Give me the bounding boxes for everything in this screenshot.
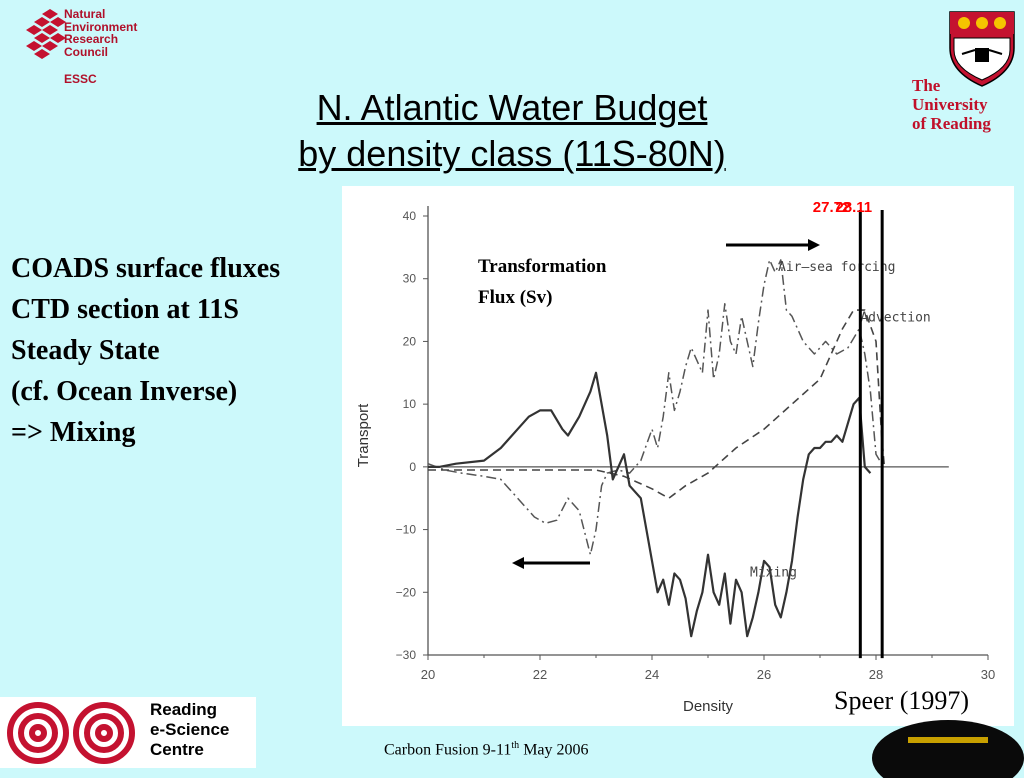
resc-line: e-Science xyxy=(150,720,229,740)
y-tick-label: −30 xyxy=(396,648,417,662)
bullet-item: (cf. Ocean Inverse) xyxy=(11,371,280,412)
series-label: Mixing xyxy=(750,566,797,581)
slide-title: N. Atlantic Water Budget by density clas… xyxy=(0,85,1024,177)
title-line-1: N. Atlantic Water Budget xyxy=(0,85,1024,131)
y-tick-label: 0 xyxy=(409,460,416,474)
footer-prefix: Carbon Fusion 9-11 xyxy=(384,741,511,758)
x-tick-label: 20 xyxy=(421,667,435,682)
y-tick-label: 30 xyxy=(403,272,417,286)
essc-label: ESSC xyxy=(64,72,97,86)
footer-suffix: May 2006 xyxy=(519,741,588,758)
corner-logo-fragment xyxy=(868,718,1024,778)
nerc-name: Natural Environment Research Council xyxy=(64,8,137,58)
left-arrow-icon xyxy=(512,557,524,569)
right-arrow-icon xyxy=(808,239,820,251)
bullet-list: COADS surface fluxes CTD section at 11S … xyxy=(11,248,280,453)
series-label: Advection xyxy=(860,310,930,325)
y-tick-label: −10 xyxy=(396,523,417,537)
bullet-item: Steady State xyxy=(11,330,280,371)
y-tick-label: 20 xyxy=(403,334,417,348)
title-line-2: by density class (11S-80N) xyxy=(0,131,1024,177)
nerc-line: Natural xyxy=(64,8,137,21)
chart-series: Air–sea forcing Advection Mixing xyxy=(428,260,931,636)
y-tick-label: 40 xyxy=(403,209,417,223)
series-mixing xyxy=(428,373,870,636)
x-tick-label: 24 xyxy=(645,667,659,682)
density-marker-label: 28.11 xyxy=(835,199,872,216)
citation: Speer (1997) xyxy=(834,686,969,716)
series-label: Air–sea forcing xyxy=(778,260,895,275)
resc-line: Centre xyxy=(150,740,229,760)
annotation-line: Flux (Sv) xyxy=(478,287,552,308)
resc-line: Reading xyxy=(150,700,229,720)
series-advection xyxy=(428,310,884,498)
y-axis-label: Transport xyxy=(355,403,372,467)
bullet-item: CTD section at 11S xyxy=(11,289,280,330)
nerc-line: Research xyxy=(64,33,137,46)
annotation-line: Transformation xyxy=(478,256,607,277)
bullet-item: COADS surface fluxes xyxy=(11,248,280,289)
spiral-icon xyxy=(4,700,148,766)
chart-axes: 40 30 20 10 0 −10 −20 −30 20 22 24 26 28 30 Density Tra… xyxy=(355,206,995,715)
x-tick-label: 28 xyxy=(869,667,883,682)
nerc-line: Council xyxy=(64,46,137,59)
x-tick-label: 26 xyxy=(757,667,771,682)
resc-name: Reading e-Science Centre xyxy=(150,700,229,760)
footer: Carbon Fusion 9-11th May 2006 xyxy=(384,740,589,759)
x-tick-label: 22 xyxy=(533,667,547,682)
x-tick-label: 30 xyxy=(981,667,995,682)
x-axis-label: Density xyxy=(683,698,734,715)
bullet-item: => Mixing xyxy=(11,412,280,453)
transport-chart: 40 30 20 10 0 −10 −20 −30 20 22 24 26 28 30 Density Tra… xyxy=(342,186,1014,726)
y-tick-label: 10 xyxy=(403,397,417,411)
y-tick-label: −20 xyxy=(396,585,417,599)
